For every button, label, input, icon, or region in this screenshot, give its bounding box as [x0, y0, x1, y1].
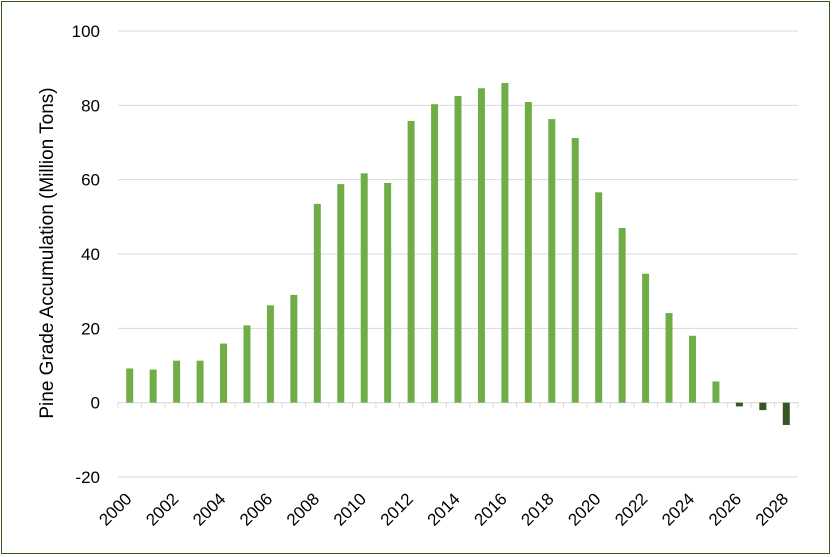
bar-2001	[149, 369, 157, 403]
bar-2005	[243, 325, 251, 403]
bar-2006	[266, 305, 274, 403]
bar-2017	[524, 101, 532, 403]
bar-2027	[759, 402, 767, 411]
y-axis-title: Pine Grade Accumulation (Million Tons)	[37, 87, 58, 418]
bar-2009	[337, 184, 345, 403]
x-tick-label: 2014	[424, 489, 464, 529]
bar-2012	[407, 120, 415, 403]
y-tick-label: 80	[81, 96, 100, 115]
bar-2025	[712, 381, 720, 403]
bar-2008	[313, 203, 321, 403]
bar-2007	[290, 294, 298, 403]
bar-2000	[126, 368, 134, 403]
bar-2024	[688, 335, 696, 403]
axes	[117, 402, 799, 408]
bar-2022	[642, 273, 650, 403]
bar-2016	[501, 83, 509, 403]
x-tick-label: 2012	[377, 489, 417, 529]
bar-2002	[173, 360, 181, 403]
bar-2026	[735, 402, 743, 407]
x-tick-label: 2018	[517, 489, 557, 529]
y-tick-label: 100	[72, 22, 100, 41]
bar-2015	[477, 88, 485, 403]
bar-2014	[454, 96, 462, 403]
bar-2028	[782, 402, 790, 425]
bar-2018	[548, 119, 556, 403]
x-tick-label: 2008	[283, 489, 323, 529]
y-tick-label: 60	[81, 171, 100, 190]
x-tick-label: 2000	[95, 489, 135, 529]
x-tick-label: 2024	[658, 489, 698, 529]
bar-2010	[360, 173, 368, 403]
x-tick-label: 2022	[611, 489, 651, 529]
x-tick-label: 2002	[142, 489, 182, 529]
y-tick-label: 40	[81, 245, 100, 264]
y-tick-label: 20	[81, 319, 100, 338]
bar-2019	[571, 138, 579, 403]
x-tick-label: 2004	[189, 489, 229, 529]
bar-2003	[196, 360, 204, 403]
bars	[126, 83, 790, 425]
bar-2020	[595, 192, 603, 403]
x-tick-label: 2028	[752, 489, 792, 529]
x-tick-label: 2016	[471, 489, 511, 529]
x-tick-label: 2006	[236, 489, 276, 529]
bar-2004	[220, 343, 228, 403]
y-tick-label: -20	[75, 468, 100, 487]
bar-2021	[618, 227, 626, 403]
x-tick-label: 2026	[705, 489, 745, 529]
x-tick-label: 2010	[330, 489, 370, 529]
y-tick-label: 0	[91, 394, 100, 413]
bar-2011	[384, 183, 392, 403]
bar-2013	[431, 104, 439, 403]
x-tick-label: 2020	[564, 489, 604, 529]
bar-2023	[665, 313, 673, 403]
